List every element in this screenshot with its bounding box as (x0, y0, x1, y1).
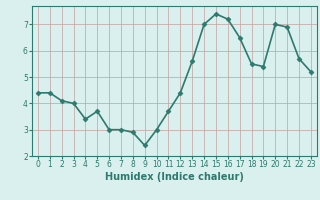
X-axis label: Humidex (Indice chaleur): Humidex (Indice chaleur) (105, 172, 244, 182)
